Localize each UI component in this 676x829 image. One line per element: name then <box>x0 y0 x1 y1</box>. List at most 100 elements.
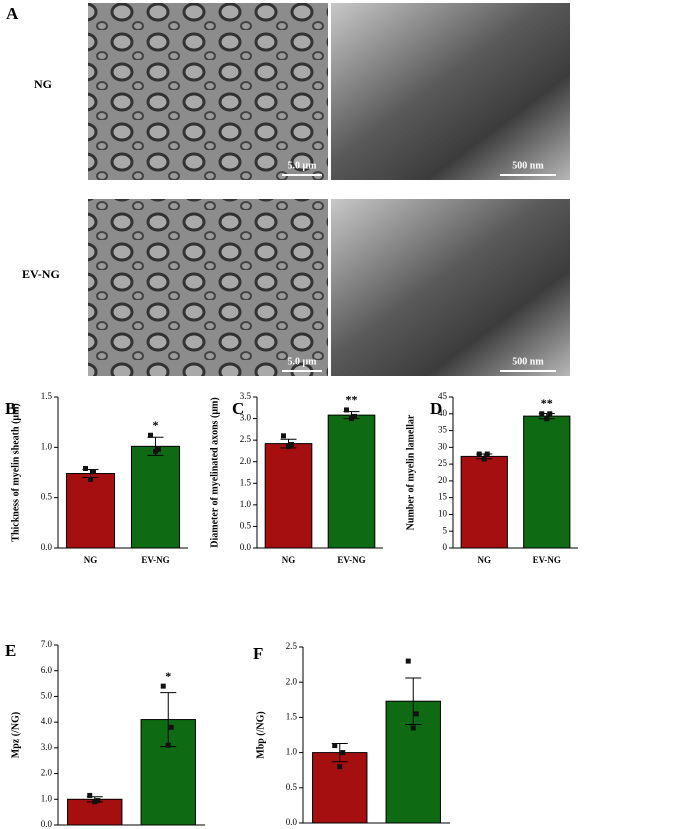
data-point <box>153 448 158 454</box>
y-tick-label: 7.0 <box>41 639 53 649</box>
y-tick-label: 30 <box>438 441 448 451</box>
data-point <box>160 683 166 689</box>
panel-letter: F <box>253 644 263 663</box>
data-point <box>332 743 338 749</box>
y-tick-label: 4.0 <box>41 716 53 726</box>
y-tick-label: 2.5 <box>286 641 298 651</box>
micrograph <box>88 3 328 180</box>
bar <box>264 443 313 549</box>
x-tick-label: EV-NG <box>337 555 365 565</box>
y-tick-label: 0 <box>443 542 448 552</box>
y-tick-label: 2.5 <box>240 434 252 444</box>
y-tick-label: 0.0 <box>240 542 252 552</box>
y-axis-label: Diameter of myelinated axons (μm) <box>209 397 220 547</box>
data-point <box>289 441 294 447</box>
bar <box>523 415 571 549</box>
data-point <box>352 413 357 419</box>
bar <box>312 752 368 824</box>
y-tick-label: 0.0 <box>41 819 53 829</box>
y-tick-label: 40 <box>438 408 448 418</box>
significance: ** <box>346 393 358 407</box>
y-axis-label: Number of myelin lamellar <box>405 414 416 530</box>
y-tick-label: 35 <box>438 425 448 435</box>
y-tick-label: 3.5 <box>240 391 252 401</box>
y-tick-label: 1.5 <box>41 391 53 401</box>
y-tick-label: 2.0 <box>286 676 298 686</box>
data-point <box>405 658 411 664</box>
panel-letter: E <box>5 641 16 660</box>
data-point <box>281 433 286 439</box>
data-point <box>91 468 96 474</box>
error-bar <box>405 677 422 725</box>
y-tick-label: 6.0 <box>41 665 53 675</box>
y-tick-label: 1.0 <box>41 441 53 451</box>
x-tick-label: EV-NG <box>141 555 169 565</box>
y-tick-label: 45 <box>438 391 448 401</box>
y-tick-label: 1.0 <box>286 747 298 757</box>
bar <box>460 455 508 549</box>
scale-label: 5.0 μm <box>288 356 318 367</box>
data-point <box>481 456 487 462</box>
data-point <box>88 477 93 483</box>
row-label: NG <box>34 77 52 91</box>
y-tick-label: 25 <box>438 458 448 468</box>
micrograph <box>331 3 570 180</box>
y-axis-label: Mbp (/NG) <box>255 711 266 759</box>
panel-letter: A <box>6 4 19 23</box>
y-tick-label: 0.5 <box>41 492 53 502</box>
data-point <box>95 798 101 804</box>
data-point <box>165 742 171 748</box>
y-tick-label: 1.0 <box>240 499 252 509</box>
data-point <box>349 416 354 422</box>
scale-label: 500 nm <box>512 356 544 367</box>
data-point <box>547 411 553 417</box>
y-axis-label: Mpz (/NG) <box>10 712 21 758</box>
scale-label: 500 nm <box>512 160 544 171</box>
y-tick-label: 15 <box>438 492 448 502</box>
data-point <box>148 432 153 438</box>
panel-letter: D <box>430 399 442 418</box>
x-tick-label: EV-NG <box>533 555 561 565</box>
data-point <box>344 407 349 413</box>
y-tick-label: 10 <box>438 509 448 519</box>
data-point <box>476 451 482 457</box>
x-tick-label: NG <box>282 555 296 565</box>
data-point <box>87 792 93 798</box>
x-tick-label: NG <box>84 555 98 565</box>
y-axis-label: Thickness of myelin sheath (μm) <box>10 403 21 541</box>
x-tick-label: NG <box>478 555 492 565</box>
data-point <box>337 764 343 770</box>
y-tick-label: 1.5 <box>240 477 252 487</box>
data-point <box>168 724 174 730</box>
data-point <box>83 465 88 471</box>
data-point <box>484 451 490 457</box>
y-tick-label: 1.5 <box>286 711 298 721</box>
data-point <box>156 446 161 452</box>
y-tick-label: 0.0 <box>286 817 298 827</box>
significance: * <box>153 418 159 432</box>
bar <box>65 473 116 549</box>
y-tick-label: 3.0 <box>240 413 252 423</box>
y-tick-label: 2.0 <box>240 456 252 466</box>
micrograph <box>88 199 328 376</box>
y-tick-label: 1.0 <box>41 793 53 803</box>
y-tick-label: 0.0 <box>41 542 53 552</box>
significance: ** <box>541 396 553 410</box>
data-point <box>544 416 550 422</box>
panel-letter: C <box>232 399 244 418</box>
bar <box>130 445 181 549</box>
data-point <box>539 411 545 417</box>
data-point <box>413 711 419 717</box>
scale-label: 5.0 μm <box>288 160 318 171</box>
panel-letter: B <box>5 399 16 418</box>
row-label: EV-NG <box>22 267 60 281</box>
significance: * <box>165 669 171 683</box>
bar <box>327 414 376 549</box>
y-tick-label: 2.0 <box>41 768 53 778</box>
data-point <box>410 725 416 731</box>
data-point <box>340 750 346 756</box>
y-tick-label: 0.5 <box>286 782 298 792</box>
micrograph <box>331 199 570 376</box>
